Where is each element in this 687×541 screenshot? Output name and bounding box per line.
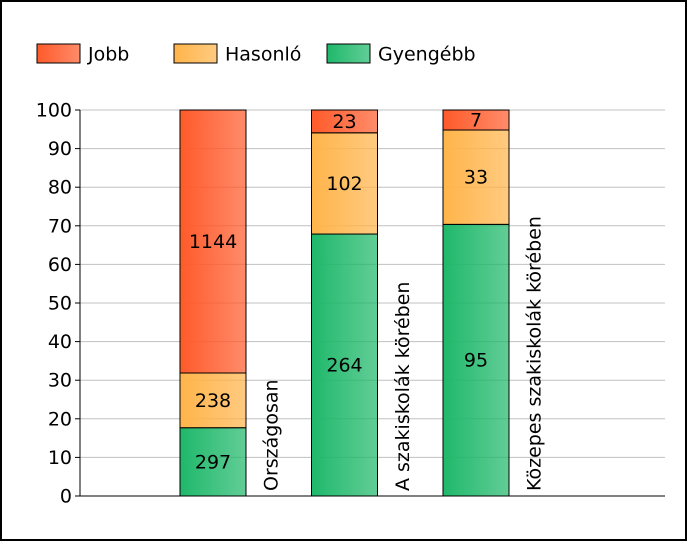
legend-swatch — [173, 43, 218, 64]
legend-label: Jobb — [87, 44, 129, 66]
y-tick-label: 90 — [48, 138, 72, 160]
data-label: 33 — [464, 167, 488, 189]
legend-label: Gyengébb — [378, 44, 476, 66]
bar-segment — [442, 129, 510, 225]
data-label: 297 — [195, 451, 231, 473]
bar-segment — [179, 427, 247, 497]
y-tick-label: 40 — [48, 331, 72, 353]
legend-swatch — [326, 43, 371, 64]
data-label: 102 — [326, 173, 362, 195]
bar-segment — [442, 109, 510, 131]
bar-segment — [179, 109, 247, 374]
data-label: 7 — [470, 110, 482, 132]
bar-segment — [311, 132, 378, 235]
bar-segment — [311, 109, 378, 134]
data-label: 1144 — [189, 231, 237, 253]
y-tick-label: 30 — [48, 370, 72, 392]
y-tick-label: 10 — [48, 447, 72, 469]
y-tick-label: 0 — [60, 486, 72, 508]
legend-swatch — [36, 43, 81, 64]
y-tick-label: 100 — [36, 100, 72, 122]
y-tick-label: 70 — [48, 215, 72, 237]
x-tick-label: Közepes szakiskolák körében — [524, 216, 546, 491]
y-tick-label: 80 — [48, 177, 72, 199]
y-tick-label: 20 — [48, 408, 72, 430]
bar-segment — [442, 223, 510, 497]
data-label: 95 — [464, 350, 488, 372]
data-label: 238 — [195, 390, 231, 412]
y-tick-label: 50 — [48, 293, 72, 315]
bar-segment — [311, 233, 378, 497]
x-tick-label: A szakiskolák körében — [392, 282, 414, 491]
y-tick-label: 60 — [48, 254, 72, 276]
x-tick-label: Országosan — [261, 379, 283, 491]
legend-label: Hasonló — [225, 44, 301, 66]
data-label: 264 — [326, 355, 362, 377]
data-label: 23 — [332, 111, 356, 133]
